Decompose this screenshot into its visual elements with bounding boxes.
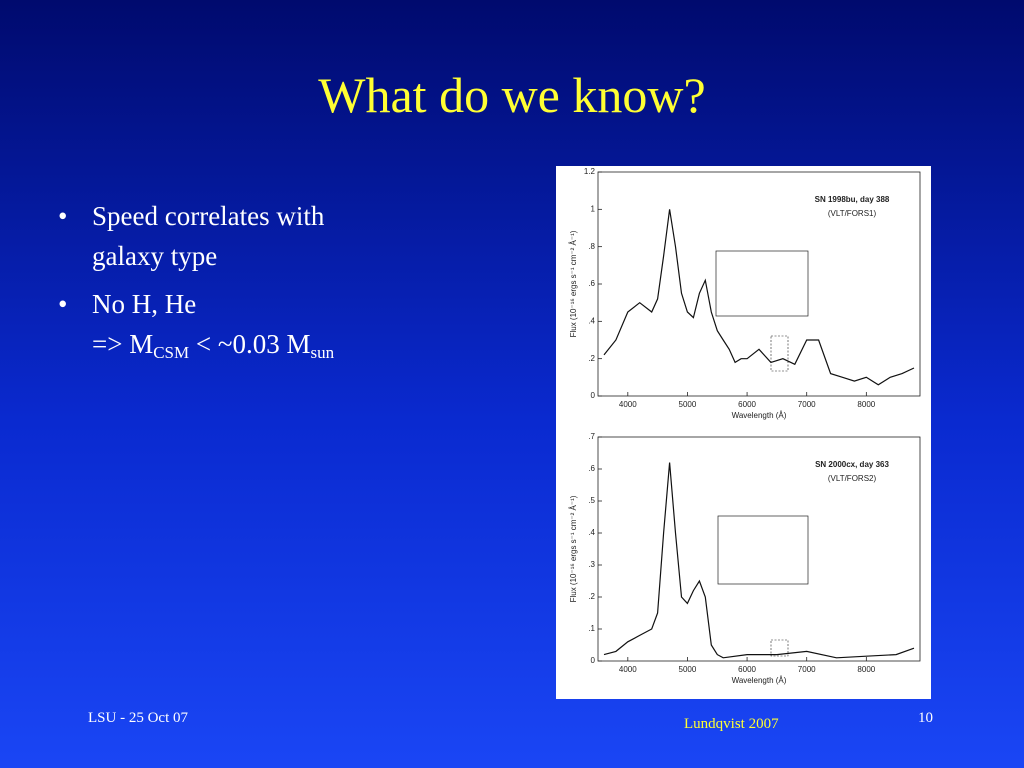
y-tick-label: .2 bbox=[588, 592, 595, 601]
panel-title: SN 2000cx, day 363 bbox=[815, 460, 889, 469]
footer-right: 10 bbox=[918, 710, 933, 726]
x-tick-label: 6000 bbox=[738, 665, 756, 674]
y-tick-label: .4 bbox=[588, 316, 595, 325]
x-tick-label: 5000 bbox=[679, 665, 697, 674]
y-tick-label: .1 bbox=[588, 624, 595, 633]
x-axis-label: Wavelength (Å) bbox=[732, 676, 787, 685]
figure: 0 .2 .4 .6 .8 1 1.2 4000 5000 6000 7000 8000 Wavelen… bbox=[556, 166, 931, 699]
plot-frame bbox=[597, 436, 921, 662]
y-axis-label: Flux (10⁻¹⁶ ergs s⁻¹ cm⁻² Å⁻¹) bbox=[569, 230, 578, 337]
x-tick-label: 6000 bbox=[738, 400, 756, 409]
inset-frame bbox=[717, 515, 809, 585]
x-axis-label: Wavelength (Å) bbox=[732, 411, 787, 420]
footer-left: LSU - 25 Oct 07 bbox=[88, 710, 188, 726]
inset-region bbox=[770, 335, 789, 372]
bullet-text: No H, He bbox=[92, 289, 197, 319]
bullet-body: No H, He => MCSM < ~0.03 Msun bbox=[92, 284, 412, 364]
x-tick-label: 4000 bbox=[619, 665, 637, 674]
x-tick-label: 5000 bbox=[679, 400, 697, 409]
subscript: CSM bbox=[153, 343, 190, 362]
y-tick-label: .2 bbox=[588, 354, 595, 363]
y-tick-label: .8 bbox=[588, 242, 595, 251]
y-tick-label: .6 bbox=[588, 279, 595, 288]
x-tick-label: 4000 bbox=[619, 400, 637, 409]
y-tick-label: .3 bbox=[588, 560, 595, 569]
y-axis-label: Flux (10⁻¹⁶ ergs s⁻¹ cm⁻² Å⁻¹) bbox=[569, 495, 578, 602]
spectrum-line bbox=[603, 209, 915, 386]
panel-subtitle: (VLT/FORS2) bbox=[828, 474, 877, 483]
x-tick-label: 7000 bbox=[798, 400, 816, 409]
panel-title: SN 1998bu, day 388 bbox=[815, 195, 890, 204]
y-tick-label: .5 bbox=[588, 496, 595, 505]
y-tick-label: 0 bbox=[591, 656, 596, 665]
y-tick-label: 0 bbox=[591, 391, 596, 400]
y-tick-label: 1 bbox=[591, 204, 596, 213]
inset-region bbox=[770, 639, 789, 657]
y-tick-label: .6 bbox=[588, 464, 595, 473]
bullet-text: < ~0.03 M bbox=[189, 329, 311, 359]
y-tick-label: .7 bbox=[588, 432, 595, 441]
panel-subtitle: (VLT/FORS1) bbox=[828, 209, 877, 218]
slide-title: What do we know? bbox=[318, 67, 706, 123]
x-tick-label: 8000 bbox=[857, 665, 875, 674]
x-tick-label: 7000 bbox=[798, 665, 816, 674]
bullet-dot: • bbox=[58, 201, 68, 231]
inset-frame bbox=[715, 250, 809, 317]
bullet-dot: • bbox=[58, 289, 68, 319]
bullet-text: => M bbox=[92, 329, 154, 359]
subscript: sun bbox=[310, 343, 335, 362]
footer-center: Lundqvist 2007 bbox=[684, 716, 779, 732]
spectrum-line bbox=[603, 462, 915, 659]
x-tick-label: 8000 bbox=[857, 400, 875, 409]
y-tick-label: 1.2 bbox=[584, 167, 596, 176]
bullet-text: Speed correlates with galaxy type bbox=[92, 201, 325, 271]
y-tick-label: .4 bbox=[588, 528, 595, 537]
